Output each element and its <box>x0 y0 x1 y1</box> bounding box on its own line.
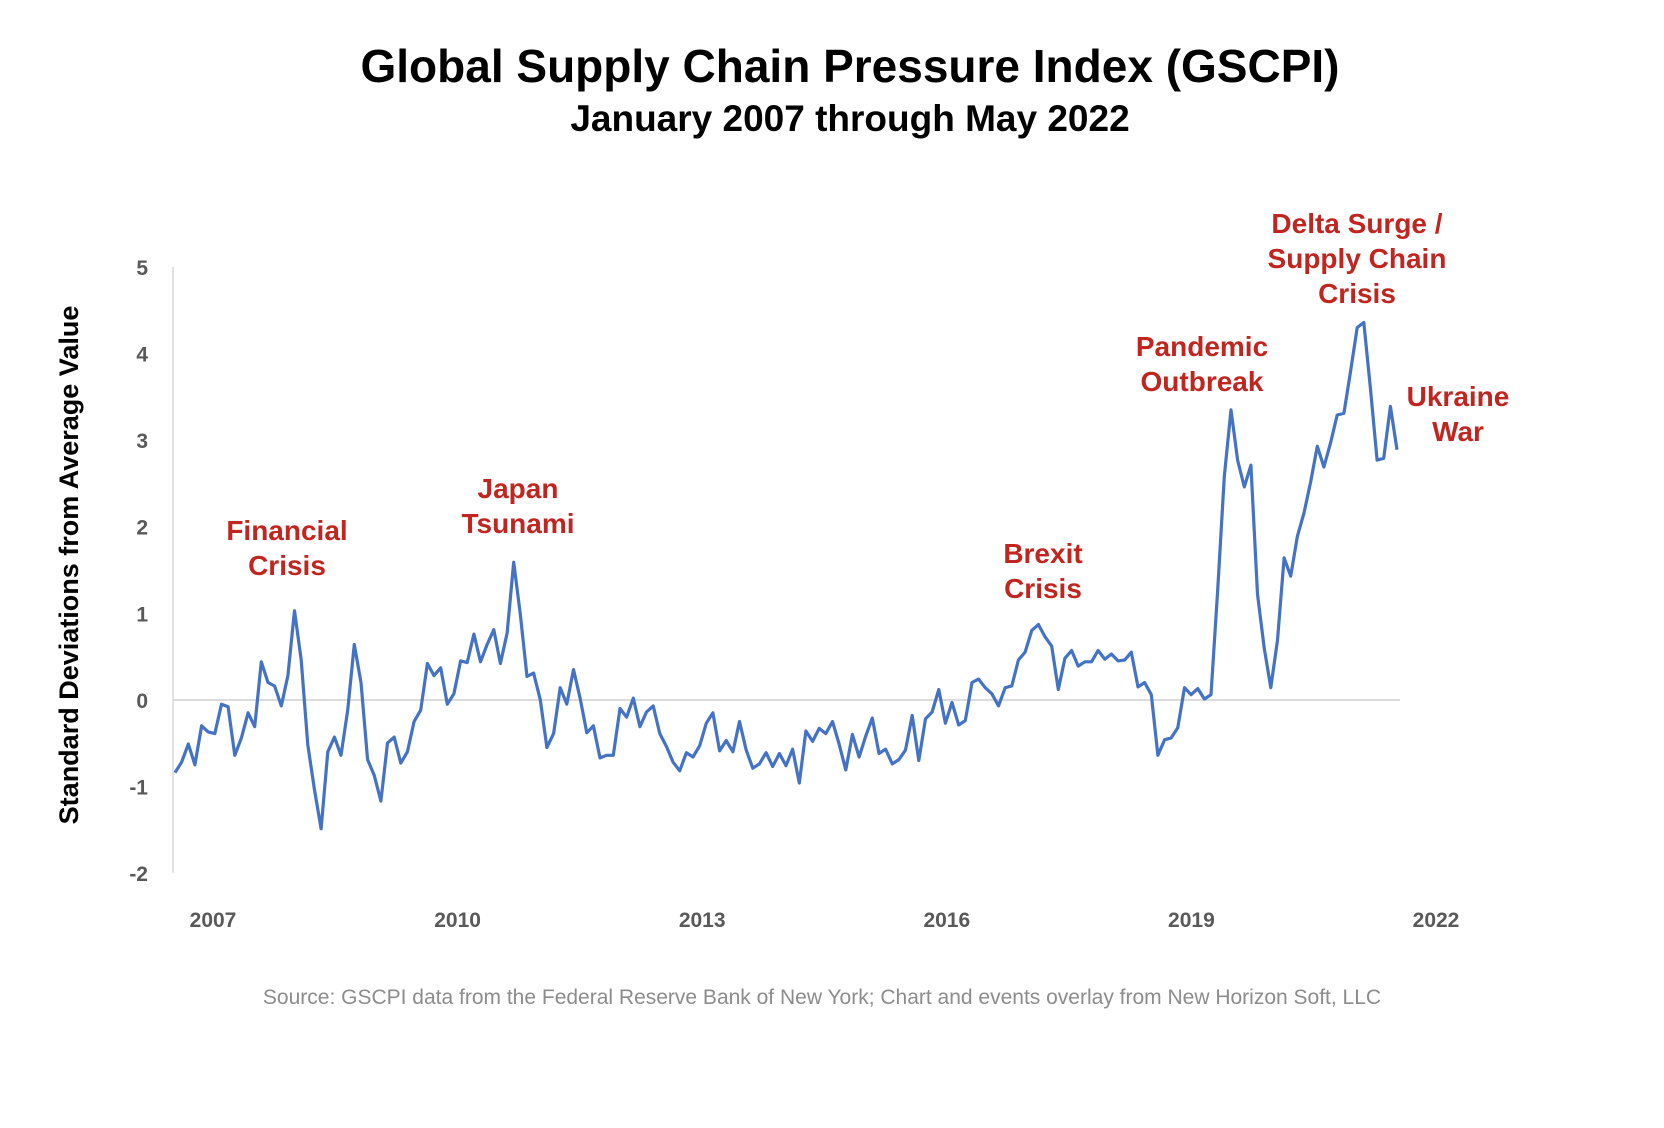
y-axis-label: Standard Deviations from Average Value <box>54 306 84 825</box>
chart-subtitle: January 2007 through May 2022 <box>570 98 1129 139</box>
event-annotation: Japan Tsunami <box>461 473 574 539</box>
annotation-line: Outbreak <box>1141 366 1264 397</box>
annotation-line: Japan <box>478 473 559 504</box>
gscpi-line <box>173 320 1399 831</box>
annotation-line: Ukraine <box>1407 381 1510 412</box>
x-tick-label: 2010 <box>434 909 481 932</box>
annotation-line: Crisis <box>1004 573 1082 604</box>
event-annotation: Financial Crisis <box>226 515 347 581</box>
event-annotation: Ukraine War <box>1407 381 1510 447</box>
annotation-line: Supply Chain <box>1268 243 1447 274</box>
x-tick-label: 2019 <box>1168 909 1215 932</box>
y-tick-label: 3 <box>136 430 148 453</box>
y-tick-label: 0 <box>136 690 148 713</box>
event-annotation: Pandemic Outbreak <box>1136 331 1268 397</box>
y-tick-label: -1 <box>129 776 148 799</box>
annotation-line: Tsunami <box>461 508 574 539</box>
annotation-line: Crisis <box>248 550 326 581</box>
annotation-line: Pandemic <box>1136 331 1268 362</box>
event-annotation: Delta Surge / Supply Chain Crisis <box>1268 208 1447 309</box>
y-tick-label: 2 <box>136 517 148 540</box>
y-tick-label: 1 <box>136 603 148 626</box>
annotation-line: Crisis <box>1318 278 1396 309</box>
x-tick-label: 2016 <box>923 909 970 932</box>
annotation-line: Brexit <box>1003 538 1082 569</box>
annotation-line: Delta Surge / <box>1271 208 1442 239</box>
x-tick-label: 2022 <box>1413 909 1460 932</box>
x-tick-label: 2013 <box>679 909 726 932</box>
annotation-line: Financial <box>226 515 347 546</box>
annotation-line: War <box>1432 416 1484 447</box>
event-annotation: Brexit Crisis <box>1003 538 1082 604</box>
chart-title: Global Supply Chain Pressure Index (GSCP… <box>361 40 1340 92</box>
y-tick-label: -2 <box>129 863 148 886</box>
source-note: Source: GSCPI data from the Federal Rese… <box>263 986 1381 1009</box>
x-tick-label: 2007 <box>190 909 237 932</box>
y-tick-label: 5 <box>136 257 148 280</box>
y-tick-label: 4 <box>136 344 148 367</box>
